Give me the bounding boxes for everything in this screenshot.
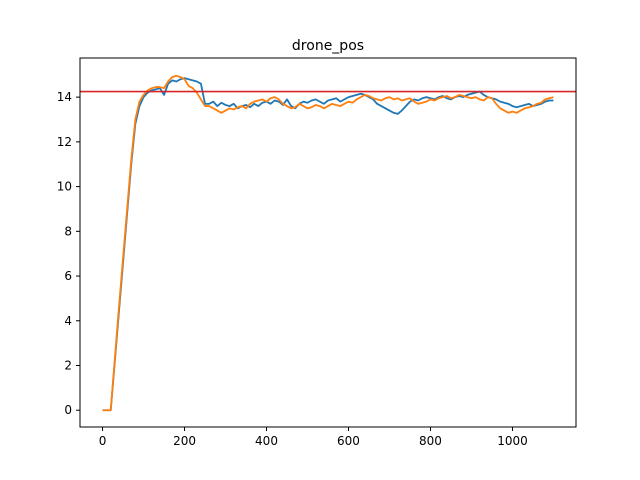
y-tick-label: 10 [57,180,72,194]
plot-frame [79,57,577,428]
y-axis: 0 2 4 6 8 10 12 14 [57,90,80,417]
x-axis: 0 200 400 600 800 1000 [99,427,528,448]
series-line-1 [102,77,554,412]
y-tick-label: 12 [57,135,72,149]
x-tick-label: 600 [337,434,360,448]
y-tick-label: 4 [64,314,72,328]
x-tick-label: 0 [99,434,107,448]
y-tick-label: 0 [64,403,72,417]
chart-title: drone_pos [292,38,364,54]
y-tick-label: 6 [64,269,72,283]
x-tick-label: 1000 [497,434,528,448]
x-tick-label: 400 [255,434,278,448]
y-tick-label: 2 [64,359,72,373]
x-tick-label: 200 [173,434,196,448]
y-tick-label: 14 [57,90,72,104]
series-line-2 [102,74,554,412]
x-tick-label: 800 [419,434,442,448]
series-layer [102,74,554,412]
y-tick-label: 8 [64,224,72,238]
